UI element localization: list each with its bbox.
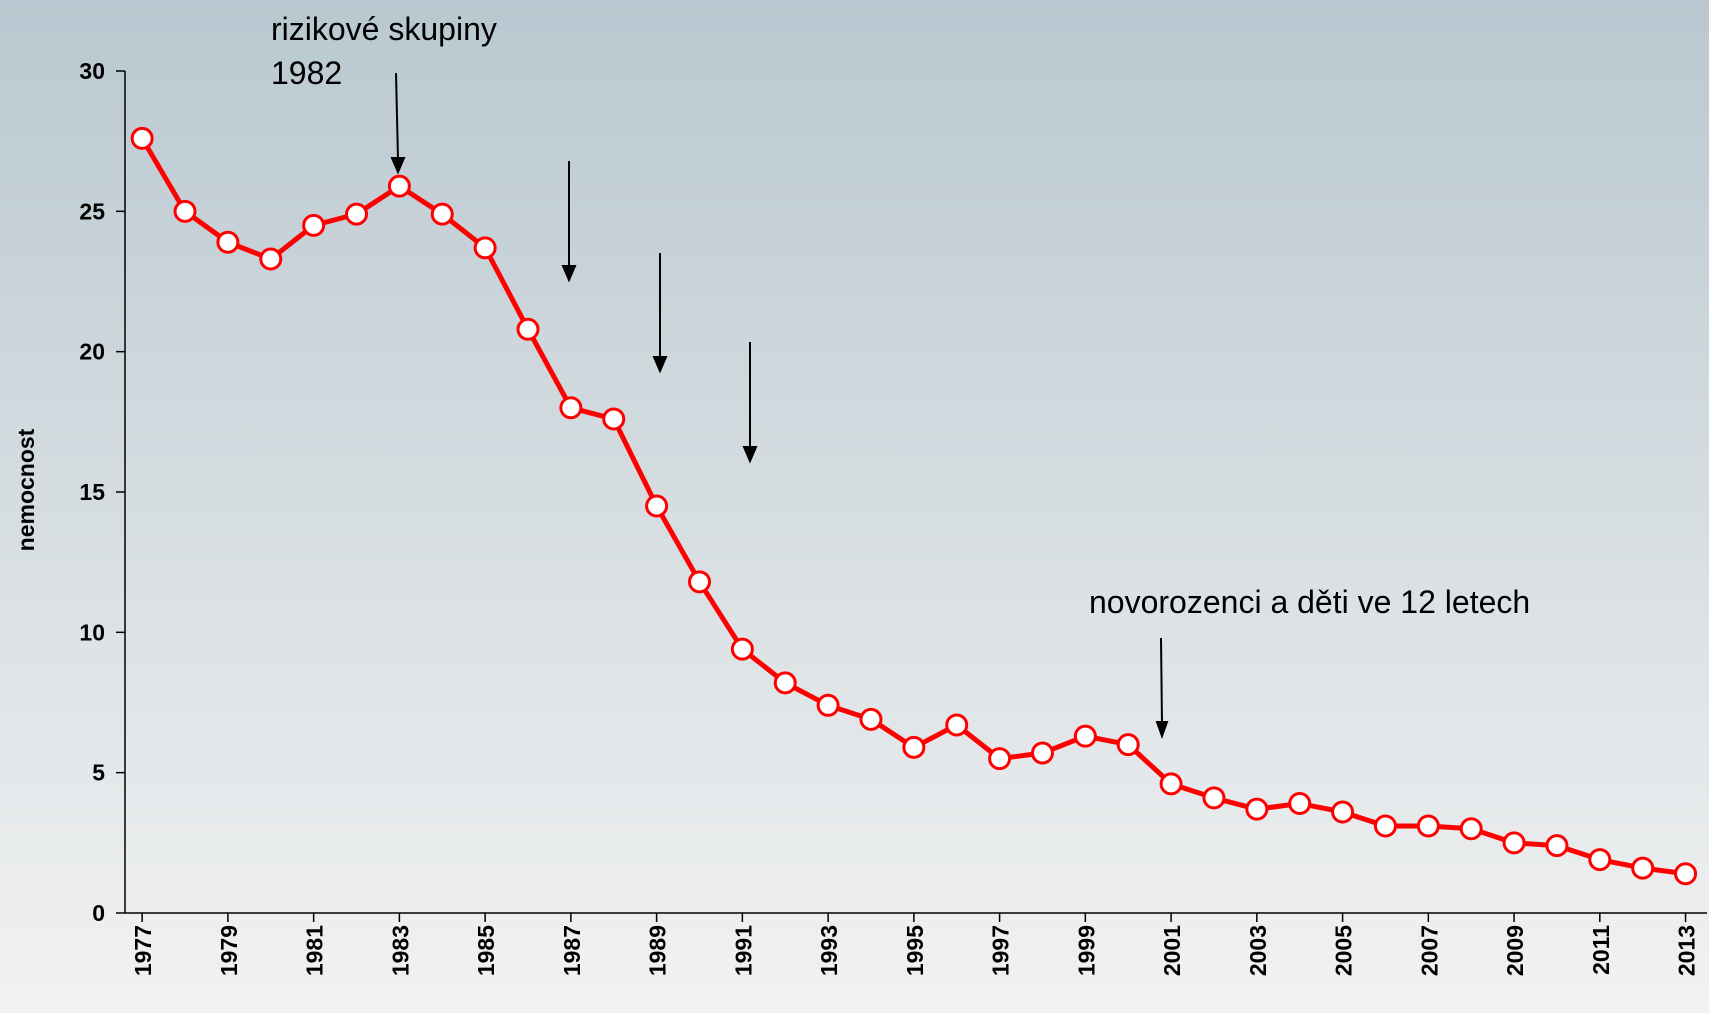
x-tick-label: 1999 [1073, 925, 1099, 976]
y-tick-label: 20 [79, 339, 105, 365]
data-point [516, 317, 540, 341]
data-point [730, 637, 754, 661]
data-point [216, 230, 240, 254]
data-point [1159, 772, 1183, 796]
x-tick-label: 2007 [1416, 925, 1442, 976]
data-point [559, 396, 583, 420]
data-point [345, 202, 369, 226]
data-point [1288, 792, 1312, 816]
arrows [390, 72, 1169, 739]
data-point [1545, 834, 1569, 858]
data-point [1459, 817, 1483, 841]
y-tick-label: 5 [92, 760, 105, 786]
y-tick-label: 25 [79, 198, 105, 224]
x-tick-label: 2009 [1502, 925, 1528, 976]
data-point [1202, 786, 1226, 810]
arrow-head [742, 446, 758, 464]
annotation: novorozenci a děti ve 12 letech [1089, 584, 1530, 620]
data-point [1116, 733, 1140, 757]
annotation: 1982 [271, 55, 342, 91]
y-tick-label: 0 [92, 900, 105, 926]
data-point [1674, 862, 1698, 886]
x-tick-label: 2005 [1331, 925, 1357, 976]
data-point [173, 199, 197, 223]
arrow-head [390, 157, 406, 175]
data-point [1030, 741, 1054, 765]
arrow [1160, 637, 1163, 725]
data-point [1373, 814, 1397, 838]
data-point [430, 202, 454, 226]
data-point [859, 707, 883, 731]
arrow-head [652, 356, 668, 374]
data-point [602, 407, 626, 431]
data-point [473, 236, 497, 260]
data-point [130, 126, 154, 150]
x-tick-label: 1983 [387, 925, 413, 976]
data-point [945, 713, 969, 737]
data-point [1502, 831, 1526, 855]
x-tick-label: 2011 [1588, 925, 1614, 975]
x-tick-label: 2013 [1674, 925, 1700, 976]
x-tick-label: 1985 [473, 925, 499, 976]
data-point [816, 693, 840, 717]
x-tick-label: 1997 [988, 925, 1014, 976]
data-point [645, 494, 669, 518]
x-tick-label: 1995 [902, 925, 928, 976]
x-tick-label: 1987 [559, 925, 585, 976]
data-point [1416, 814, 1440, 838]
data-point [1245, 797, 1269, 821]
x-tick-label: 1979 [216, 925, 242, 976]
y-tick-label: 10 [79, 619, 105, 645]
x-tick-label: 1989 [645, 925, 671, 976]
data-point [773, 671, 797, 695]
data-point [302, 213, 326, 237]
data-point [1588, 848, 1612, 872]
data-point [1331, 800, 1355, 824]
data-point [687, 570, 711, 594]
y-tick-label: 15 [79, 479, 105, 505]
arrow [395, 72, 399, 161]
data-point [988, 747, 1012, 771]
data-point [1631, 856, 1655, 880]
x-tick-label: 1977 [130, 925, 156, 976]
x-tick-label: 2003 [1245, 925, 1271, 976]
arrow-head [1155, 721, 1169, 739]
x-tick-label: 1991 [730, 925, 756, 976]
data-point [1073, 724, 1097, 748]
data-point [387, 174, 411, 198]
y-axis-label: nemocnost [13, 428, 39, 551]
arrow-head [561, 265, 577, 283]
x-tick-label: 2001 [1159, 925, 1185, 976]
x-tick-label: 1981 [302, 925, 328, 976]
annotation: rizikové skupiny [271, 11, 497, 47]
data-point [902, 735, 926, 759]
y-tick-label: 30 [79, 58, 105, 84]
data-point [259, 247, 283, 271]
x-tick-label: 1993 [816, 925, 842, 976]
